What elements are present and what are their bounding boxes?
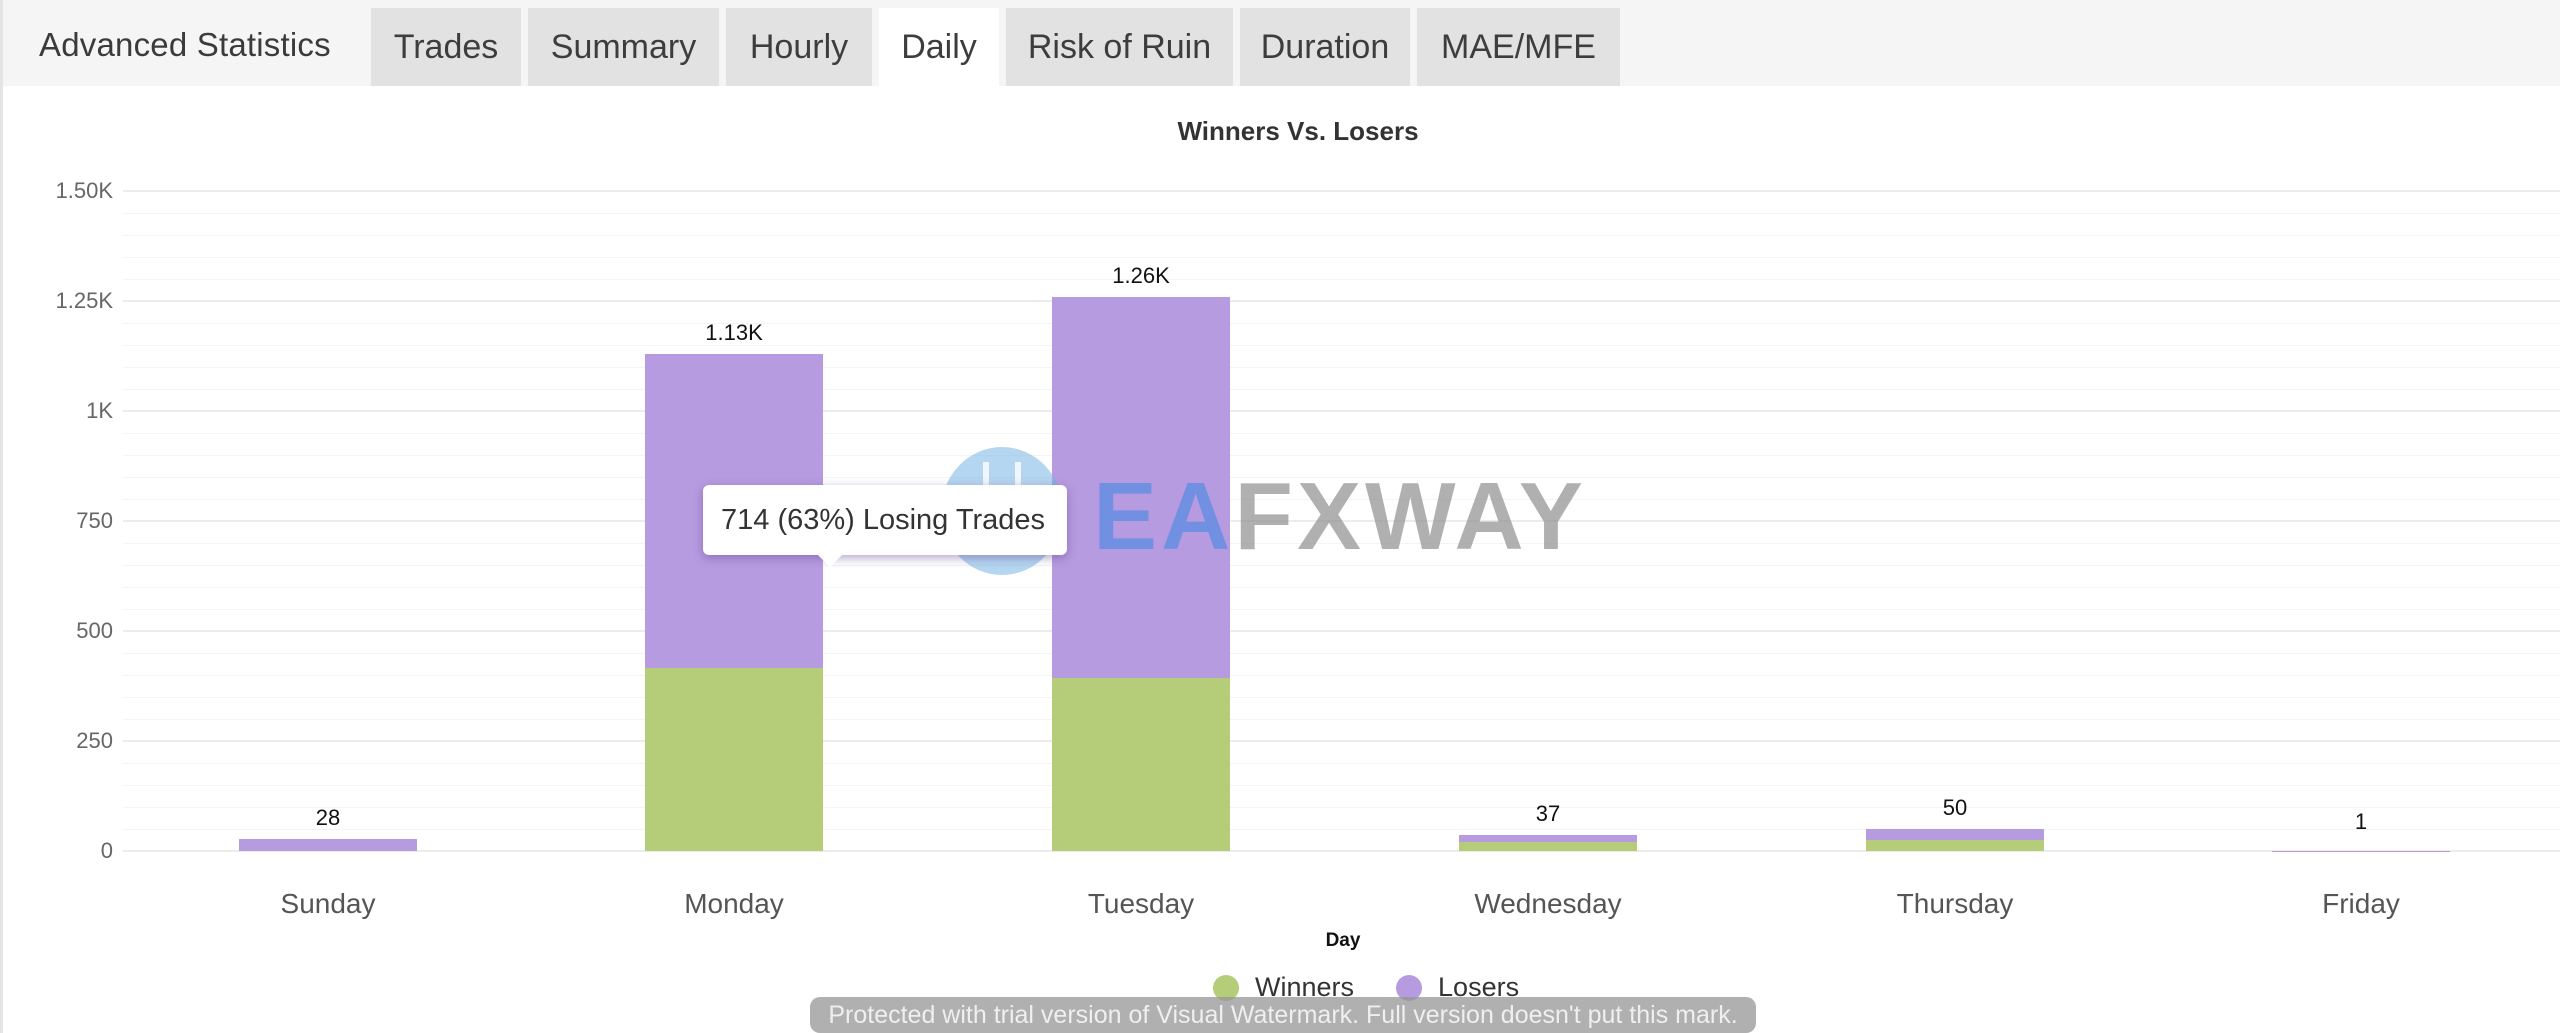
watermark-logo-text: EAFXWAY (1093, 463, 1587, 570)
minor-gridline (123, 785, 2560, 786)
chart-tooltip: 714 (63%) Losing Trades (703, 485, 1067, 567)
major-gridline (123, 740, 2560, 742)
losers-swatch-icon (1396, 974, 1423, 1001)
minor-gridline (123, 235, 2560, 236)
y-tick-label: 0 (100, 838, 113, 863)
minor-gridline (123, 543, 2560, 544)
x-tick-label: Sunday (280, 888, 376, 919)
page-title: Advanced Statistics (39, 26, 331, 63)
x-tick-label: Monday (684, 888, 784, 919)
x-tick-label: Friday (2322, 888, 2400, 919)
bar-total-label: 1.26K (1112, 262, 1170, 288)
tab-mae-mfe[interactable]: MAE/MFE (1417, 8, 1620, 86)
minor-gridline (123, 213, 2560, 214)
chart-title: Winners Vs. Losers (1177, 116, 1419, 146)
y-tick-label: 750 (76, 508, 113, 533)
major-gridline (123, 410, 2560, 412)
y-tick-label: 1.50K (55, 178, 114, 203)
major-gridline (123, 850, 2560, 852)
bar-sunday[interactable] (239, 838, 417, 851)
winners-segment[interactable] (1459, 842, 1637, 851)
minor-gridline (123, 653, 2560, 654)
x-tick-label: Wednesday (1474, 888, 1622, 919)
minor-gridline (123, 279, 2560, 280)
bar-monday[interactable] (645, 353, 823, 851)
losers-segment[interactable] (239, 838, 417, 851)
minor-gridline (123, 587, 2560, 588)
minor-gridline (123, 323, 2560, 324)
minor-gridline (123, 477, 2560, 478)
minor-gridline (123, 367, 2560, 368)
tooltip-text: 714 (63%) Losing Trades (721, 503, 1046, 536)
x-tick-label: Thursday (1896, 888, 2014, 919)
major-gridline (123, 190, 2560, 192)
x-tick-label: Tuesday (1087, 888, 1195, 919)
minor-gridline (123, 257, 2560, 258)
major-gridline (123, 630, 2560, 632)
y-tick-label: 500 (76, 618, 113, 643)
minor-gridline (123, 609, 2560, 610)
tab-duration[interactable]: Duration (1240, 8, 1410, 86)
bar-total-label: 37 (1535, 800, 1561, 826)
bar-tuesday[interactable] (1052, 296, 1230, 851)
major-gridline (123, 300, 2560, 302)
winners-segment[interactable] (645, 667, 823, 851)
losers-segment[interactable] (1459, 834, 1637, 843)
bar-total-label: 1.13K (705, 319, 763, 345)
tab-trades[interactable]: Trades (371, 8, 521, 86)
minor-gridline (123, 807, 2560, 808)
minor-gridline (123, 675, 2560, 676)
minor-gridline (123, 455, 2560, 456)
tab-daily[interactable]: Daily (879, 8, 999, 86)
bar-wednesday[interactable] (1459, 834, 1637, 851)
bar-total-label: 28 (315, 804, 341, 830)
tooltip-arrow (818, 555, 842, 567)
minor-gridline (123, 763, 2560, 764)
tab-hourly[interactable]: Hourly (726, 8, 872, 86)
minor-gridline (123, 565, 2560, 566)
minor-gridline (123, 697, 2560, 698)
y-tick-label: 1.25K (55, 288, 114, 313)
minor-gridline (123, 345, 2560, 346)
winners-segment[interactable] (1866, 840, 2044, 851)
minor-gridline (123, 719, 2560, 720)
minor-gridline (123, 389, 2560, 390)
major-gridline (123, 520, 2560, 522)
bar-thursday[interactable] (1866, 829, 2044, 851)
minor-gridline (123, 433, 2560, 434)
minor-gridline (123, 499, 2560, 500)
losers-segment[interactable] (1052, 296, 1230, 679)
tab-bar: Advanced Statistics Trades Summary Hourl… (3, 0, 2560, 86)
minor-gridline (123, 829, 2560, 830)
losers-segment[interactable] (1866, 829, 2044, 840)
tab-risk-of-ruin[interactable]: Risk of Ruin (1006, 8, 1233, 86)
bar-total-label: 50 (1942, 795, 1968, 820)
tab-summary[interactable]: Summary (528, 8, 719, 86)
bar-total-label: 1 (2354, 809, 2368, 834)
winners-swatch-icon (1213, 974, 1239, 1001)
winners-segment[interactable] (1052, 678, 1230, 851)
y-tick-label: 1K (86, 398, 113, 423)
y-tick-label: 250 (76, 728, 113, 753)
x-axis-title: Day (1325, 930, 1361, 951)
trial-watermark-notice: Protected with trial version of Visual W… (810, 997, 1756, 1033)
